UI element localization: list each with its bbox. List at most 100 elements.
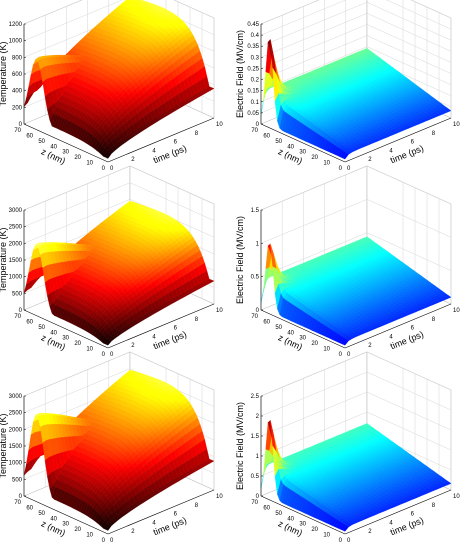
z-gridline bbox=[260, 1, 452, 47]
value-tick-label: 0 bbox=[19, 122, 23, 128]
z-tick-label: 10 bbox=[86, 161, 93, 167]
time-tick-label: 2 bbox=[368, 343, 372, 349]
z-tick-label: 10 bbox=[86, 347, 93, 353]
z-tick-label: 20 bbox=[74, 341, 81, 347]
time-axis-line bbox=[107, 117, 215, 163]
z-gridline bbox=[260, 13, 452, 58]
z-tick-label: 60 bbox=[263, 319, 270, 325]
z-axis-line bbox=[260, 123, 346, 163]
z-axis-line bbox=[23, 123, 109, 163]
z-tick-label: 70 bbox=[14, 314, 21, 320]
z-tick-label: 30 bbox=[62, 150, 69, 156]
value-tick-label: 0.2 bbox=[251, 78, 260, 84]
value-tick-label: 800 bbox=[12, 55, 23, 61]
value-tick-label: 3000 bbox=[9, 208, 23, 214]
z-gridline bbox=[23, 165, 215, 211]
z-gridline bbox=[23, 199, 215, 244]
time-tick-label: 10 bbox=[216, 308, 223, 314]
panel-e: (e) Vt = - 0.94V050010001500200025003000… bbox=[0, 351, 223, 544]
time-tick-label: 10 bbox=[453, 308, 460, 314]
z-tick-label: 0 bbox=[339, 352, 343, 358]
z-tick-label: 40 bbox=[50, 144, 57, 150]
time-tick-label: 8 bbox=[195, 131, 199, 137]
surface bbox=[23, 0, 215, 159]
value-tick-label: 2500 bbox=[9, 225, 23, 231]
z-gridline bbox=[23, 0, 215, 25]
z-gridline bbox=[260, 0, 452, 36]
z-tick-label: 60 bbox=[263, 133, 270, 139]
z-tick-label: 70 bbox=[251, 128, 258, 134]
time-tick-label: 0 bbox=[347, 166, 351, 172]
time-tick-label: 2 bbox=[368, 157, 372, 163]
time-tick-label: 0 bbox=[110, 166, 114, 172]
value-tick-label: 0.35 bbox=[247, 44, 259, 50]
z-tick-label: 0 bbox=[339, 166, 343, 172]
z-tick-label: 10 bbox=[323, 347, 330, 353]
z-gridline bbox=[260, 46, 452, 91]
time-axis-label: time (ps) bbox=[152, 329, 188, 351]
time-tick-label: 8 bbox=[195, 317, 199, 323]
value-tick-label: 1 bbox=[256, 241, 260, 247]
value-tick-label: 1000 bbox=[9, 39, 23, 45]
z-tick-label: 0 bbox=[102, 352, 106, 358]
panel-c: (c) Vt = - 0.66V050010001500200025003000… bbox=[0, 165, 223, 358]
value-tick-label: 0.4 bbox=[251, 33, 260, 39]
time-tick-label: 2 bbox=[131, 343, 135, 349]
value-tick-label: 1200 bbox=[9, 22, 23, 28]
time-tick-label: 6 bbox=[174, 326, 178, 332]
panel-b: (b) Vt = - 0.33V00.050.10.150.20.250.30.… bbox=[235, 0, 460, 172]
value-tick-label: 2000 bbox=[9, 241, 23, 247]
value-tick-label: 0.45 bbox=[247, 22, 259, 28]
z-gridline bbox=[23, 0, 215, 41]
z-tick-label: 50 bbox=[275, 325, 282, 331]
value-tick-label: 1500 bbox=[9, 258, 23, 264]
value-axis-label: Temperature (K) bbox=[0, 227, 8, 292]
z-tick-label: 20 bbox=[74, 155, 81, 161]
panels-group: (a) Vt = - 0.33V020040060080010001200010… bbox=[0, 0, 460, 544]
z-gridline bbox=[260, 35, 452, 80]
z-tick-label: 20 bbox=[311, 155, 318, 161]
value-tick-label: 0.3 bbox=[251, 55, 260, 61]
z-tick-label: 70 bbox=[14, 128, 21, 134]
z-gridline bbox=[260, 24, 452, 69]
value-tick-label: 0.1 bbox=[251, 100, 260, 106]
time-tick-label: 2 bbox=[131, 157, 135, 163]
value-tick-label: 0.25 bbox=[247, 66, 259, 72]
time-tick-label: 6 bbox=[174, 140, 178, 146]
value-tick-label: 500 bbox=[12, 291, 23, 297]
time-axis-label: time (ps) bbox=[389, 329, 425, 351]
value-tick-label: 0.05 bbox=[247, 111, 259, 117]
value-tick-label: 0.15 bbox=[247, 89, 259, 95]
time-tick-label: 4 bbox=[152, 148, 156, 154]
z-tick-label: 60 bbox=[26, 319, 33, 325]
z-tick-label: 0 bbox=[102, 166, 106, 172]
value-tick-label: 600 bbox=[12, 72, 23, 78]
z-tick-label: 50 bbox=[38, 139, 45, 145]
time-tick-label: 0 bbox=[347, 352, 351, 358]
z-gridline bbox=[23, 182, 215, 227]
value-tick-label: 0.5 bbox=[251, 275, 260, 281]
time-axis-label: time (ps) bbox=[152, 143, 188, 165]
time-tick-label: 6 bbox=[411, 140, 415, 146]
surface bbox=[23, 200, 215, 346]
surface bbox=[260, 39, 452, 160]
panel-d: (d) Vt = - 0.66V00.511.50102030405060700… bbox=[235, 165, 460, 358]
z-tick-label: 10 bbox=[323, 161, 330, 167]
z-gridline bbox=[260, 0, 452, 25]
time-tick-label: 6 bbox=[411, 326, 415, 332]
value-axis-label: Electric Field (MV/cm) bbox=[235, 216, 245, 304]
z-tick-label: 20 bbox=[311, 341, 318, 347]
value-tick-label: 1000 bbox=[9, 275, 23, 281]
value-axis-label: Temperature (K) bbox=[0, 41, 8, 106]
z-tick-label: 40 bbox=[287, 144, 294, 150]
z-tick-label: 30 bbox=[299, 150, 306, 156]
time-tick-label: 0 bbox=[110, 352, 114, 358]
z-tick-label: 70 bbox=[251, 314, 258, 320]
value-axis-label: Electric Field (MV/cm) bbox=[235, 30, 245, 118]
time-tick-label: 8 bbox=[432, 317, 436, 323]
time-axis-line bbox=[344, 117, 452, 163]
panel-a: (a) Vt = - 0.33V020040060080010001200010… bbox=[0, 0, 223, 172]
time-axis-label: time (ps) bbox=[389, 143, 425, 165]
surface-patch bbox=[105, 152, 112, 159]
